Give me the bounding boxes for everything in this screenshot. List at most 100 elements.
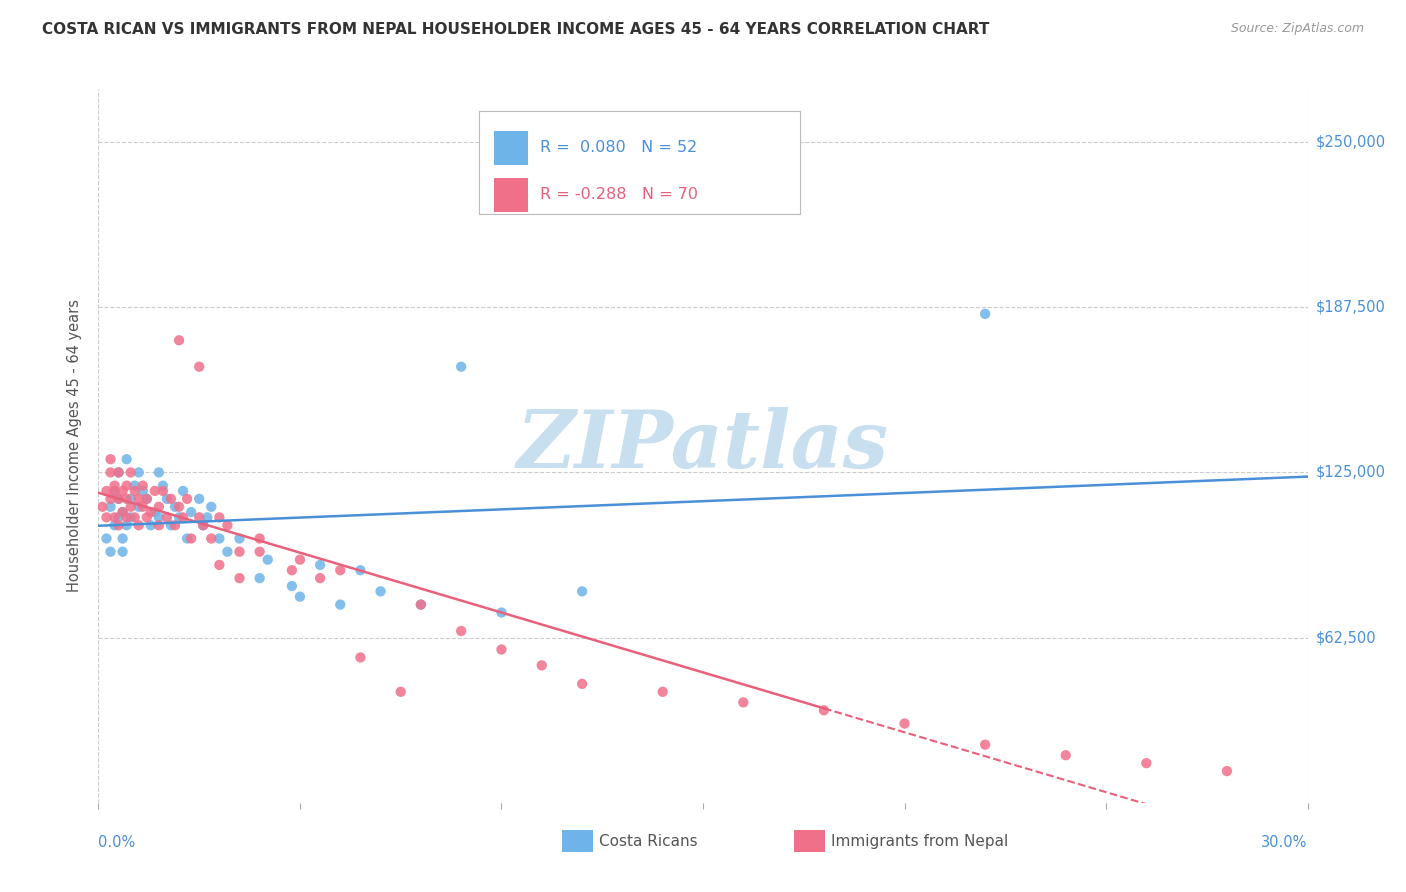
Point (100, 500, 122, 514)
Point (256, 552, 278, 566)
Point (309, 571, 332, 585)
Point (124, 483, 146, 498)
Point (135, 510, 157, 524)
Point (139, 505, 162, 519)
Point (208, 532, 231, 546)
Point (124, 510, 146, 524)
Point (530, 658, 553, 673)
Point (193, 518, 215, 533)
Point (163, 500, 186, 514)
Point (152, 483, 174, 498)
Point (115, 452, 138, 467)
Point (188, 491, 211, 506)
Point (172, 510, 194, 524)
Point (813, 703, 835, 717)
Point (409, 598, 432, 612)
Point (107, 466, 129, 480)
Point (208, 510, 231, 524)
Text: Source: ZipAtlas.com: Source: ZipAtlas.com (1230, 22, 1364, 36)
Point (124, 478, 146, 492)
Point (111, 545, 134, 559)
Point (195, 510, 218, 524)
Point (733, 695, 755, 709)
Point (193, 518, 215, 533)
Point (651, 685, 673, 699)
Point (148, 500, 170, 514)
Bar (494, 130, 527, 165)
Point (96, 532, 118, 546)
Point (103, 510, 125, 524)
Point (111, 505, 134, 519)
Point (139, 518, 162, 533)
Point (1054, 748, 1077, 763)
Point (450, 624, 472, 638)
Point (111, 483, 134, 498)
FancyBboxPatch shape (479, 111, 800, 214)
Point (288, 590, 311, 604)
Point (228, 545, 250, 559)
Point (160, 491, 183, 506)
Point (107, 510, 129, 524)
Point (281, 579, 304, 593)
Point (100, 545, 122, 559)
Point (107, 491, 129, 506)
Point (120, 500, 142, 514)
Point (370, 584, 392, 599)
Point (148, 510, 170, 524)
Point (176, 532, 198, 546)
Text: $250,000: $250,000 (1316, 135, 1386, 150)
Point (103, 518, 125, 533)
Point (1135, 756, 1157, 771)
Point (148, 518, 170, 533)
Text: 30.0%: 30.0% (1261, 835, 1308, 850)
Point (176, 491, 198, 506)
Point (148, 466, 170, 480)
Point (217, 518, 239, 533)
Point (389, 685, 412, 699)
Point (329, 598, 352, 612)
Bar (494, 178, 527, 212)
Point (103, 483, 125, 498)
Point (167, 510, 190, 524)
Point (103, 478, 125, 492)
Point (132, 478, 155, 492)
Text: R = -0.288   N = 70: R = -0.288 N = 70 (540, 187, 697, 202)
Point (111, 505, 134, 519)
Point (115, 518, 138, 533)
Text: 0.0%: 0.0% (98, 835, 135, 850)
Point (111, 532, 134, 546)
Point (115, 491, 138, 506)
Point (974, 307, 997, 321)
Point (349, 563, 371, 577)
Point (135, 491, 157, 506)
Point (200, 500, 222, 514)
Point (120, 510, 142, 524)
Point (974, 738, 997, 752)
Point (167, 333, 190, 347)
Point (156, 510, 179, 524)
Point (143, 505, 166, 519)
Text: Costa Ricans: Costa Ricans (599, 834, 697, 848)
Point (115, 510, 138, 524)
Point (160, 518, 183, 533)
Point (96, 510, 118, 524)
Text: $62,500: $62,500 (1316, 630, 1376, 645)
Point (103, 483, 125, 498)
Point (107, 518, 129, 533)
Point (491, 606, 513, 620)
Point (128, 491, 150, 506)
Point (167, 500, 190, 514)
Point (100, 452, 122, 467)
Point (200, 532, 222, 546)
Text: ZIPatlas: ZIPatlas (517, 408, 889, 484)
Point (309, 558, 332, 572)
Point (143, 483, 166, 498)
Point (571, 584, 593, 599)
Point (893, 716, 915, 731)
Point (163, 518, 186, 533)
Point (128, 500, 150, 514)
Point (115, 478, 138, 492)
Text: COSTA RICAN VS IMMIGRANTS FROM NEPAL HOUSEHOLDER INCOME AGES 45 - 64 YEARS CORRE: COSTA RICAN VS IMMIGRANTS FROM NEPAL HOU… (42, 22, 990, 37)
Point (91, 500, 114, 514)
Text: R =  0.080   N = 52: R = 0.080 N = 52 (540, 140, 697, 155)
